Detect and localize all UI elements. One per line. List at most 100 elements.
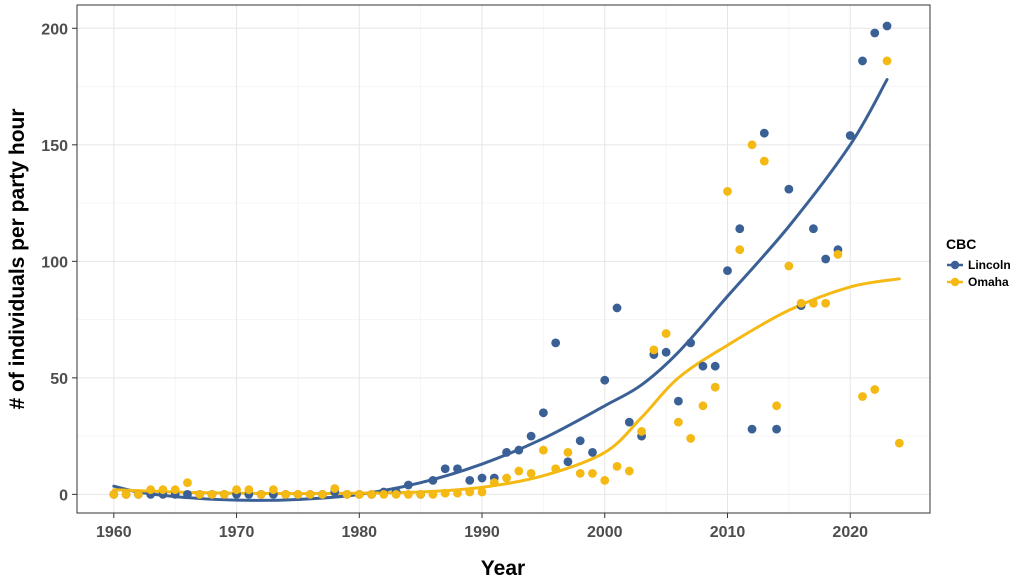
data-point-omaha [109, 489, 119, 499]
data-point-lincoln [845, 131, 855, 140]
x-tick-label: 1970 [219, 524, 255, 541]
data-point-omaha [514, 466, 524, 476]
grid [77, 5, 930, 513]
data-point-omaha [133, 489, 143, 499]
data-point-omaha [416, 489, 426, 499]
data-point-omaha [367, 489, 376, 499]
data-point-omaha [477, 487, 487, 497]
data-point-omaha [330, 484, 340, 493]
data-point-omaha [219, 489, 229, 499]
data-point-omaha [526, 468, 536, 478]
data-point-lincoln [747, 424, 757, 434]
data-point-omaha [195, 489, 205, 499]
data-point-lincoln [563, 457, 573, 467]
data-point-omaha [563, 448, 573, 457]
data-point-omaha [661, 329, 671, 338]
plot-panel [77, 5, 930, 513]
data-point-omaha [146, 485, 156, 495]
data-point-omaha [232, 485, 241, 495]
data-point-lincoln [858, 56, 867, 66]
data-point-omaha [710, 382, 720, 392]
x-tick-label: 1990 [464, 524, 500, 541]
data-point-lincoln [673, 396, 683, 406]
data-point-omaha [858, 392, 867, 401]
data-point-omaha [833, 249, 843, 259]
data-point-omaha [121, 489, 131, 499]
legend-item-lincoln: Lincoln [947, 258, 1011, 272]
x-tick-label: 1960 [96, 524, 132, 541]
x-axis-title: Year [481, 557, 525, 580]
data-point-omaha [391, 489, 401, 499]
data-point-lincoln [502, 448, 511, 457]
data-point-omaha [256, 489, 266, 499]
data-point-omaha [489, 478, 499, 488]
x-tick-label: 2010 [710, 524, 746, 541]
data-point-omaha [281, 489, 291, 499]
legend: CBC Lincoln Omaha [946, 236, 1011, 289]
x-tick-label: 2000 [587, 524, 623, 541]
data-point-lincoln [183, 489, 192, 499]
data-point-omaha [403, 489, 413, 499]
data-point-lincoln [526, 431, 536, 441]
data-point-omaha [207, 489, 217, 499]
data-point-lincoln [403, 480, 413, 490]
legend-item-omaha: Omaha [947, 275, 1009, 289]
y-tick-label: 100 [41, 254, 68, 271]
data-point-omaha [158, 485, 168, 495]
y-axis-title: # of individuals per party hour [6, 108, 29, 409]
data-point-lincoln [723, 266, 732, 276]
data-point-lincoln [759, 128, 769, 138]
y-axis-ticks: 0 50 100 150 200 [41, 21, 77, 504]
data-point-lincoln [428, 475, 438, 485]
data-point-omaha [318, 489, 327, 499]
data-point-omaha [170, 485, 180, 495]
data-point-omaha [342, 489, 352, 499]
data-point-omaha [747, 140, 757, 150]
data-point-omaha [809, 298, 818, 308]
data-point-omaha [870, 385, 880, 394]
data-point-omaha [183, 478, 192, 488]
legend-title: CBC [946, 236, 976, 252]
data-point-lincoln [661, 347, 671, 357]
data-point-omaha [600, 475, 610, 485]
data-point-omaha [772, 401, 781, 411]
data-point-omaha [784, 261, 794, 271]
data-point-omaha [453, 488, 462, 498]
legend-dot-lincoln [950, 260, 960, 270]
data-point-lincoln [612, 303, 622, 313]
data-point-omaha [244, 485, 254, 495]
data-point-lincoln [698, 361, 708, 371]
data-point-lincoln [440, 464, 450, 474]
data-point-lincoln [882, 21, 892, 31]
data-point-omaha [723, 187, 732, 196]
data-point-omaha [735, 245, 745, 255]
data-point-omaha [673, 417, 683, 427]
data-point-lincoln [453, 464, 462, 474]
data-point-omaha [551, 464, 561, 474]
y-tick-label: 150 [41, 138, 68, 155]
data-point-lincoln [710, 361, 720, 371]
y-tick-label: 0 [59, 487, 68, 504]
data-point-omaha [759, 156, 769, 166]
data-point-omaha [354, 489, 364, 499]
data-point-omaha [379, 489, 389, 499]
data-point-omaha [894, 438, 904, 448]
data-point-omaha [796, 298, 806, 308]
data-point-lincoln [514, 445, 524, 455]
data-point-lincoln [784, 184, 794, 194]
legend-label-omaha: Omaha [968, 275, 1009, 289]
data-point-omaha [588, 468, 597, 478]
data-point-omaha [440, 488, 450, 498]
data-point-omaha [305, 489, 315, 499]
trend-line-lincoln [112, 78, 889, 502]
data-point-lincoln [870, 28, 880, 38]
data-point-omaha [882, 56, 892, 66]
data-point-lincoln [809, 224, 818, 234]
data-point-omaha [612, 461, 622, 471]
data-point-omaha [624, 466, 634, 476]
data-point-omaha [637, 427, 646, 436]
data-point-omaha [575, 468, 585, 478]
data-point-omaha [821, 298, 831, 308]
data-point-lincoln [551, 338, 561, 348]
x-axis-ticks: 1960 1970 1980 1990 2000 2010 2020 [96, 513, 868, 541]
